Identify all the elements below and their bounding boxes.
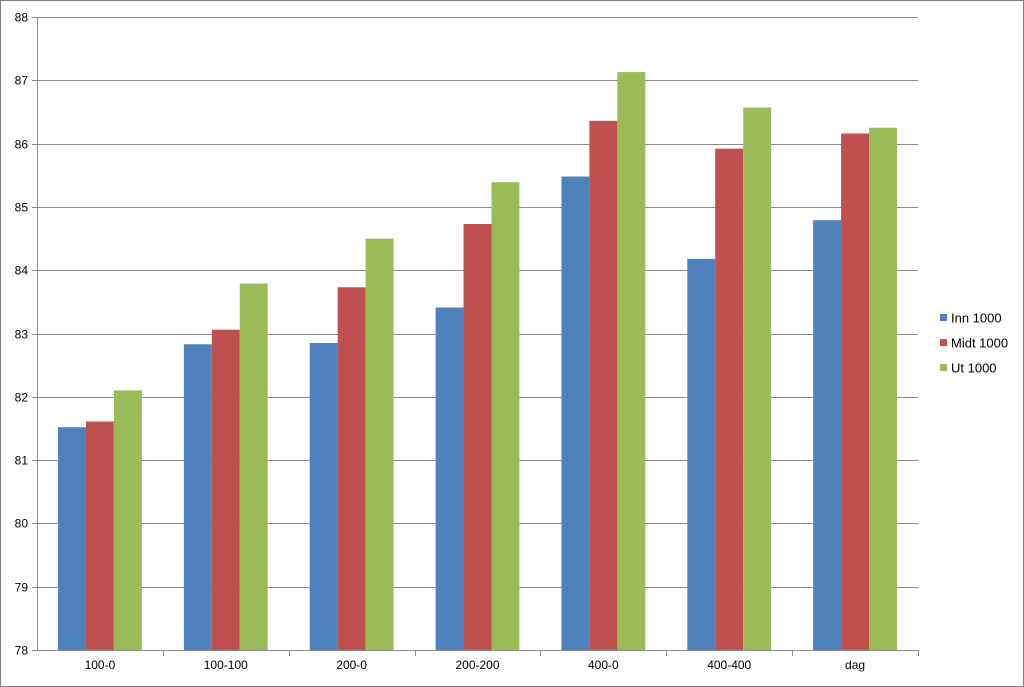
bar-midt-1000-400-0: [589, 120, 618, 650]
legend-label: Inn 1000: [951, 311, 1002, 326]
bar-midt-1000-400-400: [715, 148, 744, 650]
bar-inn-1000-400-400: [687, 258, 716, 650]
gridlines: [37, 17, 918, 588]
x-tick-label: 100-0: [85, 658, 116, 672]
x-tick-label: 100-100: [204, 658, 248, 672]
y-tick-label: 81: [15, 454, 29, 468]
x-tick-labels: 100-0 100-100 200-0 200-200 400-0 400-400 dag: [85, 658, 866, 672]
bar-inn-1000-100-100: [183, 344, 212, 650]
bar-inn-1000-200-0: [309, 342, 338, 650]
legend-swatch: [940, 314, 947, 321]
x-tick-label: 400-0: [588, 658, 619, 672]
x-tick-label: 200-0: [336, 658, 367, 672]
y-tick-label: 80: [15, 517, 29, 531]
x-tick-label: 200-200: [455, 658, 499, 672]
legend-label: Ut 1000: [951, 361, 997, 376]
y-tick-label: 84: [15, 264, 29, 278]
y-tick-label: 82: [15, 391, 29, 405]
y-tick-label: 86: [15, 138, 29, 152]
bar-midt-1000-100-100: [211, 329, 240, 650]
bar-ut-1000-dag: [869, 127, 897, 650]
y-tick-label: 78: [15, 644, 29, 658]
x-tick-label: 400-400: [707, 658, 751, 672]
legend-swatch: [940, 364, 947, 371]
legend-swatch: [940, 339, 947, 346]
bar-inn-1000-dag: [813, 220, 842, 650]
bar-midt-1000-200-0: [337, 287, 366, 650]
bar-inn-1000-400-0: [561, 176, 590, 651]
bar-ut-1000-400-0: [617, 72, 646, 651]
legend-label: Midt 1000: [951, 336, 1008, 351]
bar-ut-1000-100-100: [239, 283, 268, 650]
axes: [32, 17, 919, 656]
bar-ut-1000-100-0: [113, 390, 142, 650]
bar-ut-1000-400-400: [743, 107, 772, 651]
y-tick-labels: 78 79 80 81 82 83 84 85 86 87 88: [15, 11, 29, 658]
bar-ut-1000-200-200: [491, 182, 520, 650]
x-tick-label: dag: [845, 658, 865, 672]
y-tick-label: 79: [15, 581, 29, 595]
y-tick-label: 87: [15, 74, 29, 88]
y-tick-label: 85: [15, 201, 29, 215]
bar-midt-1000-200-200: [463, 223, 492, 650]
bar-midt-1000-100-0: [85, 421, 114, 650]
bar-ut-1000-200-0: [365, 238, 394, 651]
y-tick-label: 88: [15, 11, 29, 25]
bar-inn-1000-200-200: [435, 307, 464, 650]
bar-midt-1000-dag: [841, 133, 870, 651]
y-tick-label: 83: [15, 328, 29, 342]
bars: [58, 72, 897, 651]
bar-inn-1000-100-0: [58, 427, 86, 650]
legend: Inn 1000 Midt 1000 Ut 1000: [940, 311, 1008, 376]
